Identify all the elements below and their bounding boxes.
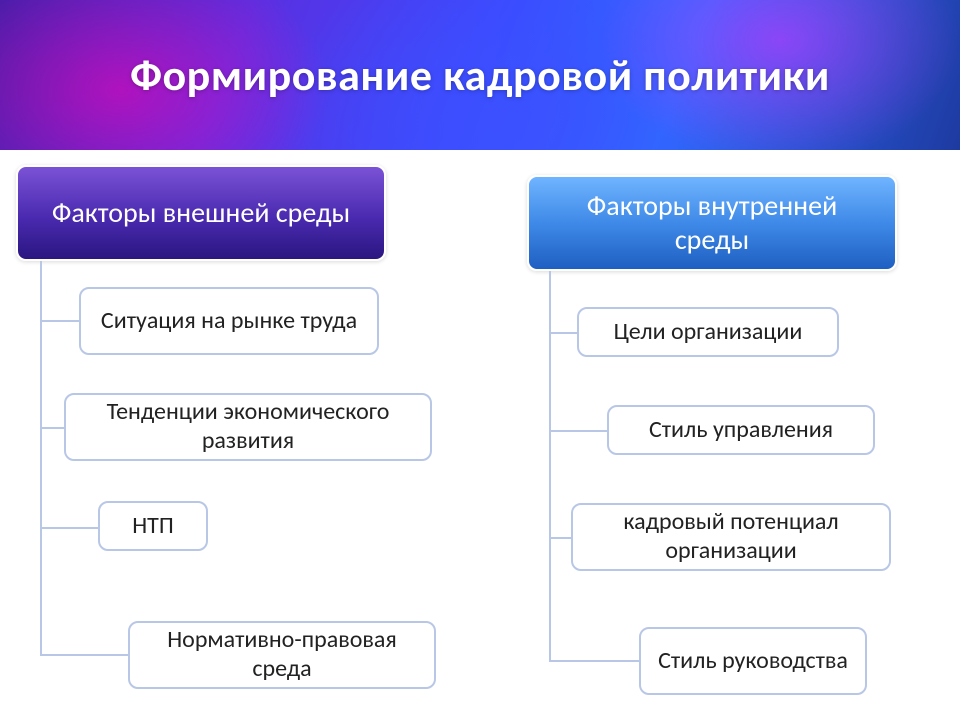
- connector-line: [40, 427, 66, 429]
- item-box: Стиль руководства: [639, 627, 867, 695]
- connector-line: [549, 332, 579, 334]
- header-label: Факторы внешней среды: [52, 196, 350, 230]
- diagram-content: Факторы внешней среды Ситуация на рынке …: [0, 165, 960, 720]
- item-box: кадровый потенциал организации: [571, 503, 891, 571]
- item-label: НТП: [132, 512, 174, 541]
- connector-line: [40, 320, 80, 322]
- item-label: Стиль руководства: [658, 647, 848, 676]
- page-title: Формирование кадровой политики: [130, 50, 830, 101]
- connector-line: [40, 654, 130, 656]
- column-external: Факторы внешней среды Ситуация на рынке …: [4, 165, 459, 720]
- item-label: кадровый потенциал организации: [583, 508, 879, 566]
- item-label: Стиль управления: [649, 416, 833, 445]
- connector-line: [549, 271, 551, 661]
- item-label: Нормативно-правовая среда: [140, 626, 424, 684]
- item-box: НТП: [98, 501, 208, 551]
- item-label: Ситуация на рынке труда: [101, 307, 357, 336]
- connector-line: [40, 527, 100, 529]
- connector-line: [549, 537, 573, 539]
- item-box: Тенденции экономического развития: [64, 393, 432, 461]
- connector-line: [549, 660, 641, 662]
- column-internal: Факторы внутренней среды Цели организаци…: [487, 165, 942, 720]
- connector-line: [549, 430, 609, 432]
- title-banner: Формирование кадровой политики: [0, 0, 960, 150]
- item-label: Тенденции экономического развития: [76, 398, 420, 456]
- item-box: Цели организации: [577, 307, 839, 357]
- header-external: Факторы внешней среды: [16, 165, 386, 261]
- item-box: Ситуация на рынке труда: [79, 287, 379, 355]
- item-label: Цели организации: [614, 318, 803, 347]
- header-label: Факторы внутренней среды: [547, 189, 877, 256]
- header-internal: Факторы внутренней среды: [527, 175, 897, 271]
- item-box: Нормативно-правовая среда: [128, 621, 436, 689]
- item-box: Стиль управления: [607, 405, 875, 455]
